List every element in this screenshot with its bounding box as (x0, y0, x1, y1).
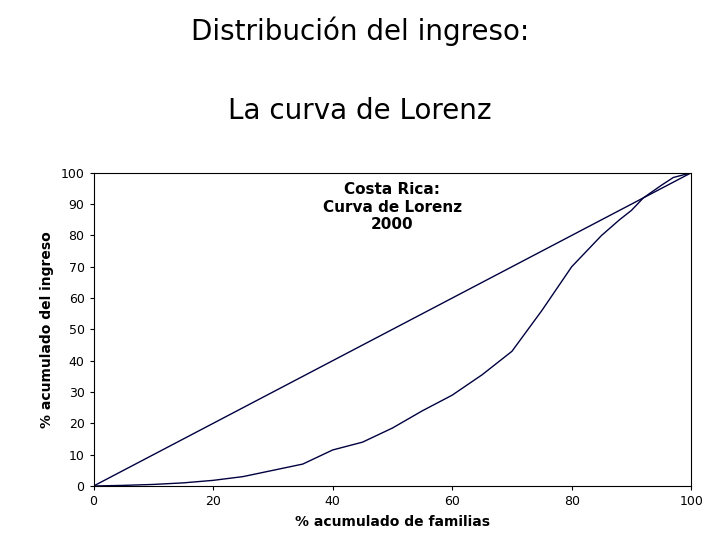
Text: La curva de Lorenz: La curva de Lorenz (228, 97, 492, 125)
X-axis label: % acumulado de familias: % acumulado de familias (295, 515, 490, 529)
Y-axis label: % acumulado del ingreso: % acumulado del ingreso (40, 231, 54, 428)
Text: Costa Rica:
Curva de Lorenz
2000: Costa Rica: Curva de Lorenz 2000 (323, 182, 462, 232)
Text: Distribución del ingreso:: Distribución del ingreso: (191, 16, 529, 46)
